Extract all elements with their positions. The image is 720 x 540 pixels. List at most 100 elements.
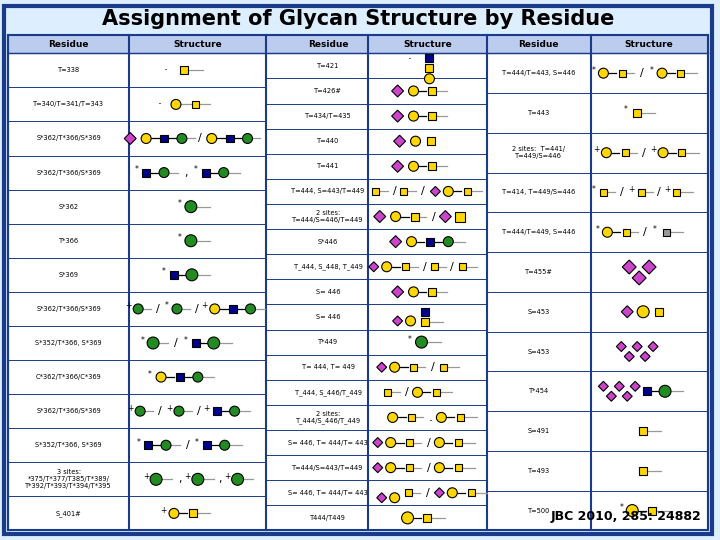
Text: Structure: Structure (174, 40, 222, 49)
Circle shape (246, 304, 256, 314)
Polygon shape (374, 211, 386, 222)
Polygon shape (390, 235, 402, 248)
Text: Structure: Structure (625, 40, 673, 49)
Text: +: + (185, 472, 191, 481)
Text: Residue: Residue (307, 40, 348, 49)
Text: S*369: S*369 (58, 272, 78, 278)
Text: /: / (426, 437, 431, 448)
Text: *: * (592, 185, 595, 194)
Circle shape (405, 316, 415, 326)
Polygon shape (431, 186, 441, 197)
Bar (225, 134, 233, 143)
Circle shape (626, 504, 638, 517)
Bar (638, 189, 644, 196)
Text: T=500: T=500 (528, 508, 550, 514)
Text: T=444/T=449, S=446: T=444/T=449, S=446 (502, 229, 575, 235)
Bar (639, 427, 647, 435)
Circle shape (658, 148, 668, 158)
Polygon shape (648, 342, 658, 352)
Bar (180, 66, 188, 75)
Text: /: / (158, 406, 162, 416)
Circle shape (444, 186, 454, 197)
Text: S=453: S=453 (528, 348, 550, 355)
Text: /: / (426, 463, 431, 472)
Circle shape (133, 304, 143, 314)
Circle shape (391, 212, 400, 221)
Bar (406, 439, 413, 446)
Bar (426, 238, 434, 246)
Bar (662, 229, 670, 235)
Text: +: + (125, 301, 132, 310)
Circle shape (410, 136, 420, 146)
Circle shape (172, 304, 182, 314)
Bar (678, 149, 685, 156)
Text: *: * (592, 66, 595, 75)
Text: ·: · (158, 98, 162, 111)
Text: /: / (451, 262, 454, 272)
Text: T_444, S_446/T_449: T_444, S_446/T_449 (294, 389, 361, 396)
Text: S= 446, T= 444/T= 443: S= 446, T= 444/T= 443 (288, 490, 368, 496)
Text: /: / (405, 387, 408, 397)
Bar (428, 163, 436, 170)
Circle shape (141, 133, 151, 144)
Circle shape (192, 474, 204, 485)
Text: +: + (160, 506, 166, 515)
Bar (176, 373, 184, 381)
Bar (426, 64, 433, 72)
Text: +: + (664, 185, 670, 194)
Bar (623, 229, 630, 235)
Circle shape (186, 269, 198, 281)
Text: *: * (136, 438, 140, 447)
Circle shape (598, 68, 608, 78)
Text: *: * (194, 165, 198, 174)
Circle shape (185, 235, 197, 247)
Text: S*362/T*366/S*369: S*362/T*366/S*369 (36, 306, 101, 312)
Text: /: / (423, 262, 426, 272)
Circle shape (444, 237, 454, 247)
Polygon shape (394, 135, 405, 147)
Circle shape (161, 440, 171, 450)
Polygon shape (622, 392, 632, 401)
Text: /: / (621, 187, 624, 198)
Text: +: + (143, 472, 149, 481)
Bar (468, 489, 474, 496)
Text: S*362/T*366/S*369: S*362/T*366/S*369 (36, 408, 101, 414)
Text: T_444, S_448, T_449: T_444, S_448, T_449 (294, 264, 362, 270)
Text: /: / (156, 304, 160, 314)
Text: S= 446: S= 446 (316, 314, 341, 320)
Bar (678, 70, 685, 77)
Polygon shape (434, 488, 444, 498)
Circle shape (243, 133, 253, 144)
Bar (406, 464, 413, 471)
Bar (384, 389, 391, 396)
Bar (600, 189, 607, 196)
Polygon shape (392, 110, 404, 122)
Text: T=426#: T=426# (314, 88, 342, 94)
Bar (212, 407, 221, 415)
Text: Assignment of Glycan Structure by Residue: Assignment of Glycan Structure by Residu… (102, 9, 614, 29)
Polygon shape (377, 362, 387, 372)
Circle shape (135, 406, 145, 416)
Text: *: * (178, 199, 182, 208)
Text: *: * (141, 335, 145, 345)
Circle shape (171, 99, 181, 110)
Polygon shape (632, 271, 646, 285)
Polygon shape (616, 342, 626, 352)
Text: ·: · (164, 64, 168, 77)
Bar (202, 168, 210, 177)
Circle shape (408, 161, 418, 171)
Circle shape (415, 336, 428, 348)
Text: /: / (174, 338, 178, 348)
Circle shape (603, 227, 612, 237)
Text: +: + (628, 185, 634, 194)
Text: /: / (431, 212, 436, 221)
Polygon shape (640, 352, 650, 361)
Circle shape (386, 463, 395, 472)
Bar (192, 339, 200, 347)
Text: S=491: S=491 (528, 428, 550, 434)
Bar (408, 414, 415, 421)
Circle shape (434, 437, 444, 448)
Text: 2 sites:
T_444/S_446/T_449: 2 sites: T_444/S_446/T_449 (295, 410, 361, 424)
Bar (189, 509, 197, 517)
Bar (459, 264, 466, 270)
